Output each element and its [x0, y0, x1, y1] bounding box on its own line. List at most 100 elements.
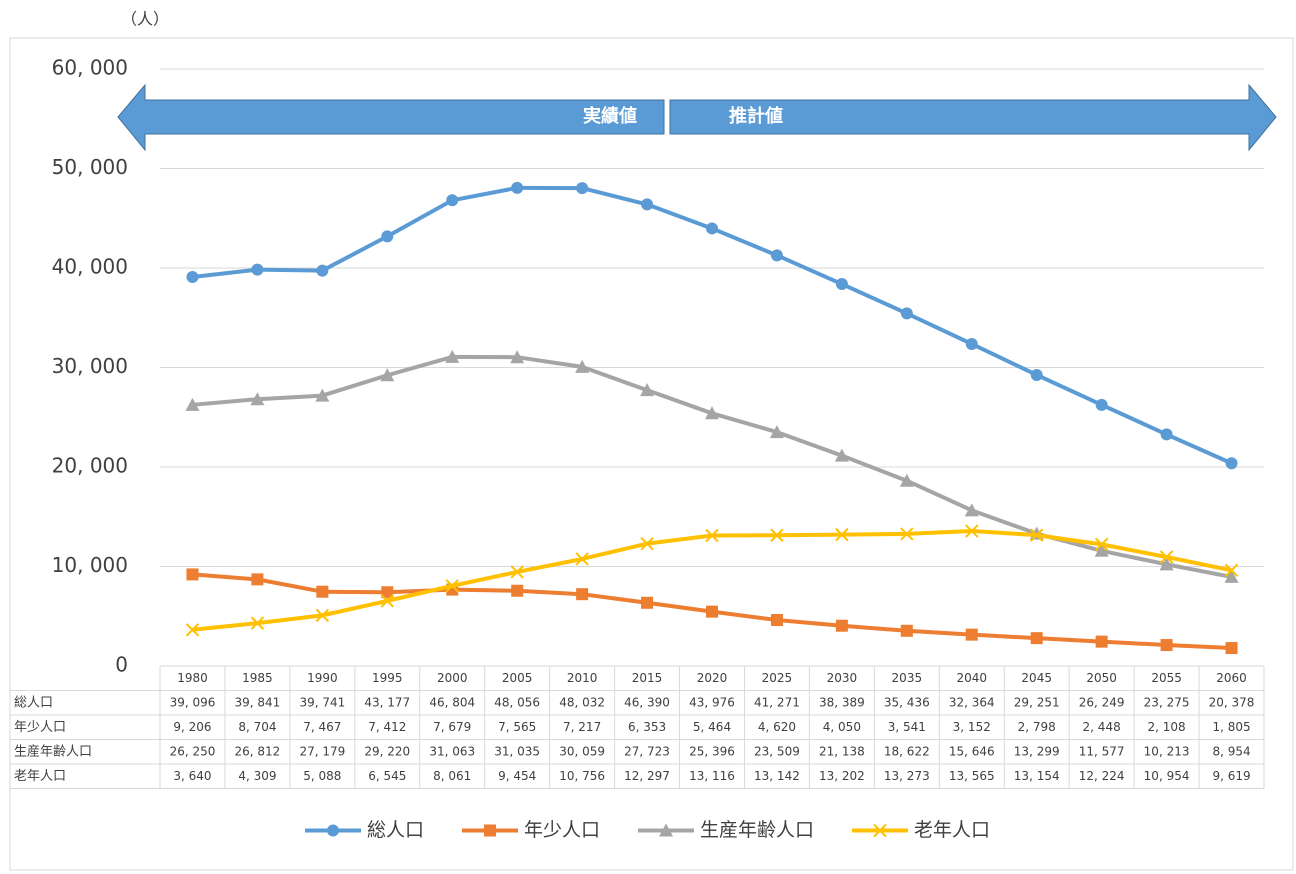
- table-cell: 13, 273: [884, 769, 930, 783]
- marker: [965, 628, 978, 641]
- table-cell: 27, 179: [299, 744, 345, 758]
- marker: [706, 222, 718, 235]
- table-cell: 5, 088: [303, 769, 341, 783]
- y-tick-label: 20, 000: [52, 454, 128, 478]
- marker: [835, 527, 849, 542]
- table-cell: 21, 138: [819, 744, 865, 758]
- table-cell: 46, 390: [624, 695, 670, 709]
- table-cell: 7, 565: [498, 720, 536, 734]
- marker: [251, 573, 264, 586]
- table-cell: 23, 275: [1144, 695, 1190, 709]
- table-cell: 8, 954: [1212, 744, 1250, 758]
- marker: [446, 194, 459, 207]
- table-row-header: 総人口: [14, 695, 53, 710]
- table-cell: 13, 116: [689, 769, 735, 783]
- marker: [510, 565, 524, 579]
- x-tick-label: 2020: [697, 671, 728, 685]
- y-tick-label: 0: [115, 653, 128, 677]
- table-cell: 4, 620: [758, 720, 796, 734]
- x-tick-label: 2035: [892, 671, 923, 685]
- marker: [380, 594, 395, 608]
- x-tick-label: 2050: [1086, 671, 1117, 685]
- marker: [1094, 537, 1109, 552]
- marker: [1225, 457, 1238, 470]
- table-cell: 41, 271: [754, 695, 800, 709]
- marker: [186, 568, 199, 581]
- marker: [327, 824, 339, 837]
- marker: [380, 368, 395, 382]
- marker: [770, 528, 784, 542]
- x-tick-label: 2030: [827, 671, 858, 685]
- table-cell: 26, 249: [1079, 695, 1125, 709]
- marker: [1094, 543, 1109, 557]
- table-cell: 1, 805: [1212, 720, 1250, 734]
- legend-label: 老年人口: [914, 819, 990, 841]
- marker: [575, 359, 590, 373]
- marker: [186, 270, 199, 283]
- annotation: 推計値: [729, 105, 783, 127]
- table-cell: 3, 541: [888, 720, 926, 734]
- table-cell: 12, 224: [1079, 769, 1125, 783]
- table-cell: 31, 035: [494, 744, 540, 758]
- marker: [834, 448, 849, 462]
- table-cell: 3, 640: [173, 769, 211, 783]
- marker: [1224, 563, 1239, 577]
- table-cell: 31, 063: [429, 744, 475, 758]
- table-cell: 11, 577: [1079, 744, 1125, 758]
- table-cell: 39, 096: [170, 695, 216, 709]
- table-cell: 2, 108: [1148, 720, 1186, 734]
- marker: [640, 536, 654, 551]
- marker: [641, 596, 654, 609]
- x-tick-label: 2040: [956, 671, 987, 685]
- marker: [381, 230, 394, 243]
- marker: [316, 585, 329, 598]
- marker: [445, 349, 460, 363]
- table-cell: 4, 309: [238, 769, 276, 783]
- marker: [381, 586, 394, 599]
- marker: [964, 503, 979, 517]
- marker: [900, 307, 913, 320]
- table-cell: 23, 509: [754, 744, 800, 758]
- annotation: 実績値: [583, 105, 637, 127]
- marker: [315, 388, 330, 402]
- marker: [250, 616, 265, 630]
- marker: [835, 278, 848, 291]
- marker: [251, 263, 264, 276]
- table-cell: 29, 220: [364, 744, 410, 758]
- marker: [965, 524, 979, 538]
- marker: [659, 823, 673, 837]
- table-cell: 32, 364: [949, 695, 995, 709]
- table-cell: 29, 251: [1014, 695, 1060, 709]
- y-tick-label: 30, 000: [52, 354, 128, 378]
- table-cell: 3, 152: [953, 720, 991, 734]
- x-tick-label: 2055: [1151, 671, 1182, 685]
- table-cell: 46, 804: [429, 695, 475, 709]
- marker: [835, 619, 848, 632]
- table-cell: 9, 619: [1212, 769, 1250, 783]
- x-tick-label: 1985: [242, 671, 273, 685]
- x-tick-label: 2010: [567, 671, 598, 685]
- x-tick-label: 2005: [502, 671, 533, 685]
- x-tick-label: 1990: [307, 671, 338, 685]
- y-tick-label: 10, 000: [52, 553, 128, 577]
- table-cell: 8, 061: [433, 769, 471, 783]
- legend-label: 年少人口: [524, 819, 600, 841]
- marker: [900, 624, 913, 637]
- x-tick-label: 1995: [372, 671, 403, 685]
- table-cell: 30, 059: [559, 744, 605, 758]
- arrow-right: [669, 83, 1277, 152]
- table-cell: 38, 389: [819, 695, 865, 709]
- table-cell: 10, 756: [559, 769, 605, 783]
- marker: [1095, 635, 1108, 648]
- marker: [705, 406, 719, 420]
- table-cell: 26, 812: [235, 744, 281, 758]
- table-cell: 18, 622: [884, 744, 930, 758]
- table-cell: 7, 217: [563, 720, 601, 734]
- table-cell: 13, 142: [754, 769, 800, 783]
- table-row-header: 老年人口: [14, 769, 66, 784]
- marker: [1160, 428, 1173, 441]
- legend-label: 生産年齢人口: [700, 819, 814, 841]
- table-cell: 13, 565: [949, 769, 995, 783]
- x-tick-label: 2000: [437, 671, 468, 685]
- marker: [576, 182, 589, 195]
